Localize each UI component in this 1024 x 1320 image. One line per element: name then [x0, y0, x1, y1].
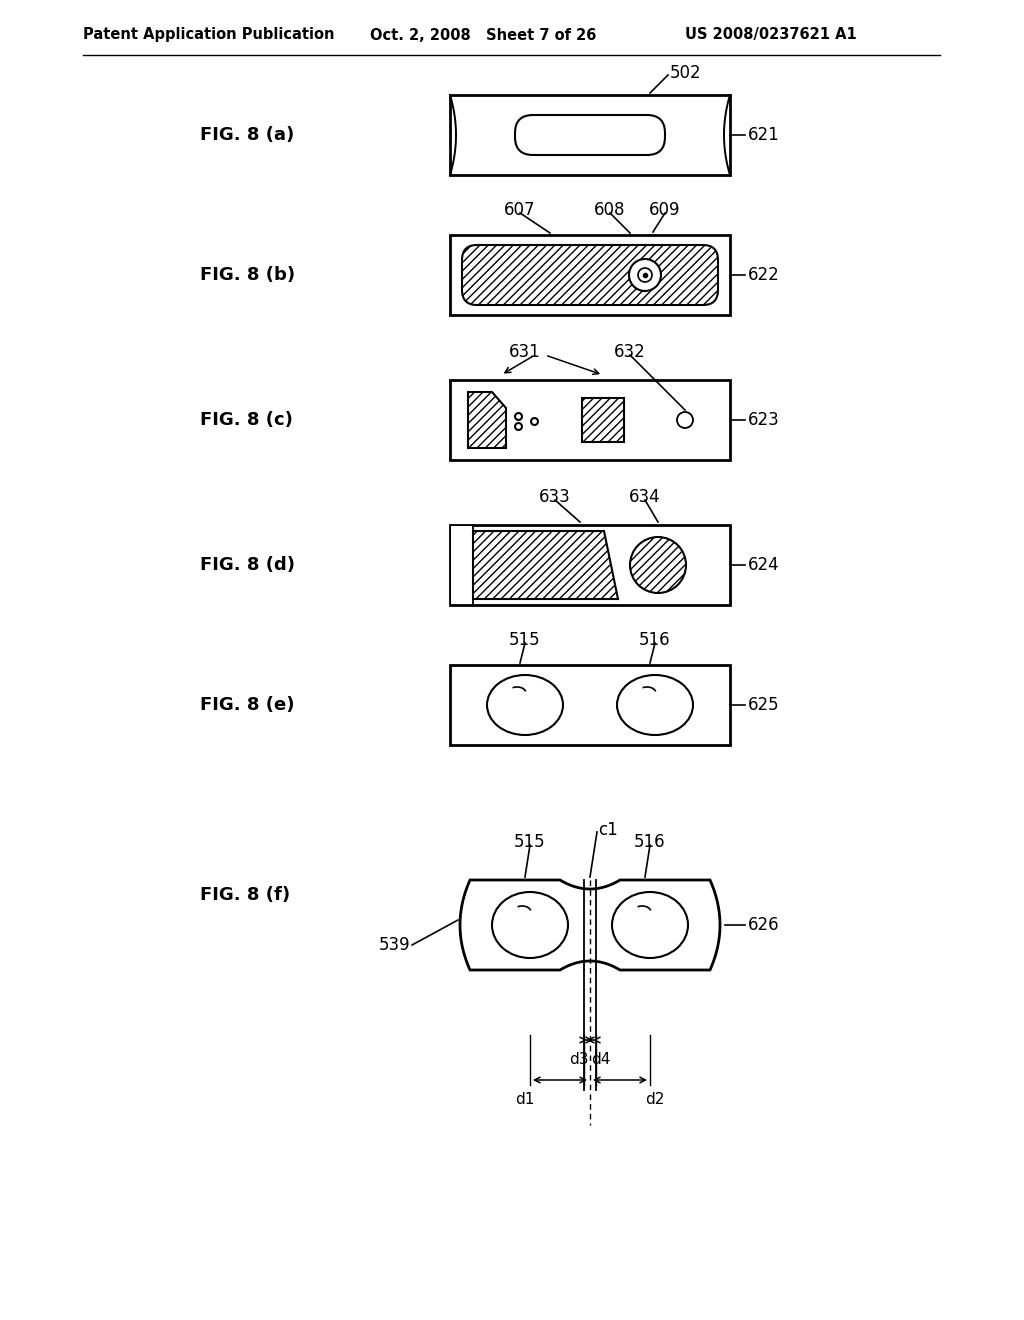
FancyBboxPatch shape [462, 246, 718, 305]
Bar [582, 399, 624, 442]
Text: 609: 609 [649, 201, 681, 219]
Text: 631: 631 [509, 343, 541, 360]
Polygon shape [460, 880, 720, 970]
Text: 626: 626 [748, 916, 779, 935]
Circle shape [629, 259, 662, 290]
Text: FIG. 8 (e): FIG. 8 (e) [200, 696, 295, 714]
Text: FIG. 8 (d): FIG. 8 (d) [200, 556, 295, 574]
Text: US 2008/0237621 A1: US 2008/0237621 A1 [685, 28, 857, 42]
Polygon shape [473, 531, 618, 599]
Text: 539: 539 [379, 936, 410, 954]
Text: 516: 516 [639, 631, 671, 649]
Bar [450, 235, 730, 315]
Text: 623: 623 [748, 411, 779, 429]
Text: d1: d1 [515, 1092, 535, 1107]
Bar [450, 380, 730, 459]
Text: c1: c1 [598, 821, 617, 840]
Circle shape [677, 412, 693, 428]
Text: 634: 634 [629, 488, 660, 506]
Text: 516: 516 [634, 833, 666, 851]
Text: 633: 633 [539, 488, 570, 506]
Ellipse shape [612, 892, 688, 958]
Ellipse shape [492, 892, 568, 958]
Text: FIG. 8 (a): FIG. 8 (a) [200, 125, 294, 144]
Text: Oct. 2, 2008   Sheet 7 of 26: Oct. 2, 2008 Sheet 7 of 26 [370, 28, 596, 42]
Bar [450, 665, 730, 744]
Text: FIG. 8 (b): FIG. 8 (b) [200, 267, 295, 284]
Bar [450, 525, 730, 605]
Text: d4: d4 [591, 1052, 610, 1067]
Bar [451, 525, 473, 605]
Text: Patent Application Publication: Patent Application Publication [83, 28, 335, 42]
Text: 625: 625 [748, 696, 779, 714]
Text: 515: 515 [509, 631, 541, 649]
Text: d3: d3 [569, 1052, 589, 1067]
Ellipse shape [487, 675, 563, 735]
Ellipse shape [630, 537, 686, 593]
Text: FIG. 8 (c): FIG. 8 (c) [200, 411, 293, 429]
Text: 607: 607 [504, 201, 536, 219]
Text: 608: 608 [594, 201, 626, 219]
Text: 632: 632 [614, 343, 646, 360]
Ellipse shape [617, 675, 693, 735]
Text: d2: d2 [645, 1092, 665, 1107]
Text: FIG. 8 (f): FIG. 8 (f) [200, 886, 290, 904]
Text: 621: 621 [748, 125, 779, 144]
Text: 624: 624 [748, 556, 779, 574]
Polygon shape [468, 392, 506, 447]
Bar [450, 95, 730, 176]
Text: 502: 502 [670, 63, 701, 82]
Text: 515: 515 [514, 833, 546, 851]
FancyBboxPatch shape [515, 115, 665, 154]
Text: 622: 622 [748, 267, 779, 284]
